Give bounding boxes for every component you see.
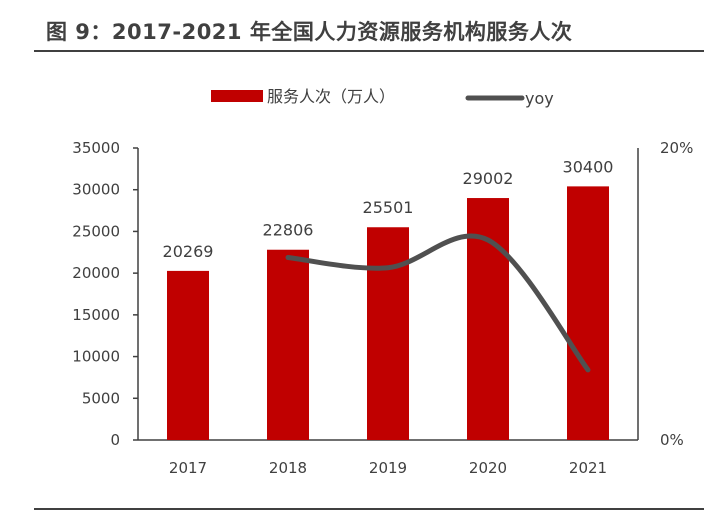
bar-series bbox=[167, 186, 609, 440]
left-tick-label: 15000 bbox=[72, 306, 120, 324]
left-tick-label: 25000 bbox=[72, 222, 120, 240]
legend-label-bar: 服务人次（万人） bbox=[267, 87, 395, 106]
data-label-2017: 20269 bbox=[163, 242, 214, 261]
x-tick-label: 2020 bbox=[469, 459, 507, 477]
left-tick-label: 10000 bbox=[72, 348, 120, 366]
yoy-line bbox=[285, 233, 591, 373]
legend-swatch-bar bbox=[211, 90, 263, 102]
data-label-2020: 29002 bbox=[463, 169, 514, 188]
right-tick-label: 0% bbox=[660, 431, 684, 449]
bottom-rule bbox=[34, 508, 704, 510]
legend-label-line: yoy bbox=[525, 89, 554, 108]
left-axis-ticks: 0 5000 10000 15000 20000 25000 30000 35000 bbox=[72, 139, 138, 449]
right-axis-ticks: 0% 20% bbox=[660, 139, 693, 449]
left-tick-label: 30000 bbox=[72, 181, 120, 199]
left-tick-label: 20000 bbox=[72, 264, 120, 282]
data-label-2021: 30400 bbox=[563, 157, 614, 176]
x-tick-label: 2021 bbox=[569, 459, 607, 477]
right-tick-label: 20% bbox=[660, 139, 693, 157]
data-label-2018: 22806 bbox=[263, 221, 314, 240]
legend: 服务人次（万人） yoy bbox=[211, 87, 554, 108]
x-axis-ticks: 2017 2018 2019 2020 2021 bbox=[169, 459, 607, 477]
data-label-2019: 25501 bbox=[363, 198, 414, 217]
left-tick-label: 5000 bbox=[82, 389, 120, 407]
left-tick-label: 0 bbox=[110, 431, 120, 449]
bar-2019 bbox=[367, 227, 409, 440]
x-tick-label: 2018 bbox=[269, 459, 307, 477]
left-tick-label: 35000 bbox=[72, 139, 120, 157]
title-underline bbox=[34, 50, 704, 52]
bar-2018 bbox=[267, 249, 309, 440]
data-labels: 20269 22806 25501 29002 30400 bbox=[163, 157, 614, 261]
bar-2017 bbox=[167, 270, 209, 440]
x-tick-label: 2017 bbox=[169, 459, 207, 477]
figure-title: 图 9：2017-2021 年全国人力资源服务机构服务人次 bbox=[46, 20, 573, 44]
x-tick-label: 2019 bbox=[369, 459, 407, 477]
bar-2021 bbox=[567, 186, 609, 440]
